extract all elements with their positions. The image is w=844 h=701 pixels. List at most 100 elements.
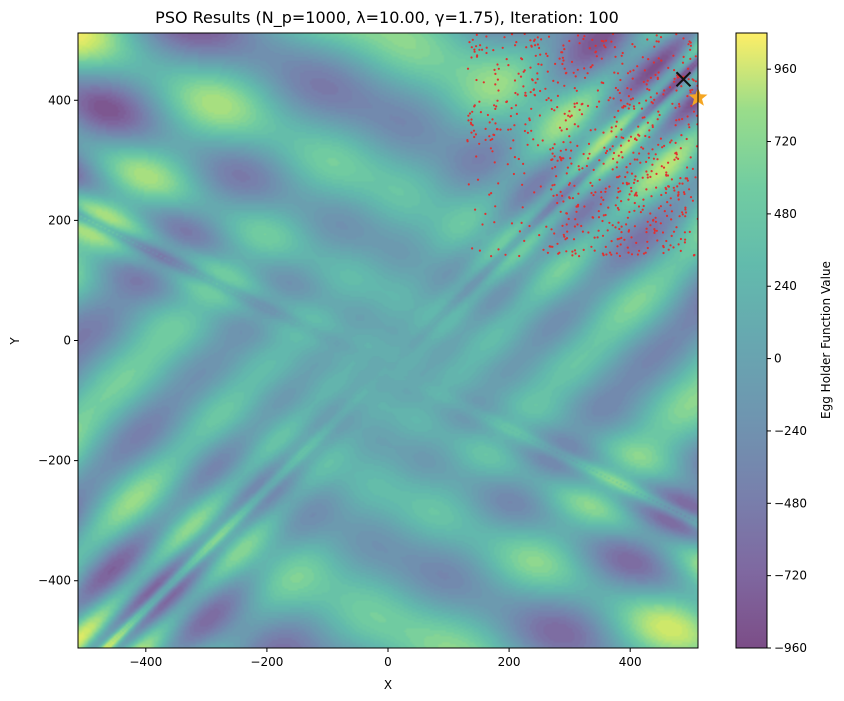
- particle-point: [522, 85, 525, 88]
- particle-point: [551, 245, 554, 248]
- particle-point: [534, 54, 537, 57]
- particle-point: [553, 183, 556, 186]
- particle-point: [614, 226, 617, 229]
- particle-point: [603, 44, 606, 47]
- particle-point: [630, 88, 633, 91]
- particle-point: [583, 67, 586, 70]
- particle-point: [594, 51, 597, 54]
- particle-point: [649, 224, 652, 227]
- particle-point: [689, 41, 692, 44]
- particle-point: [681, 213, 684, 216]
- particle-point: [522, 162, 525, 165]
- particle-point: [475, 33, 478, 37]
- particle-point: [588, 47, 591, 50]
- particle-point: [545, 98, 548, 102]
- particle-point: [547, 97, 550, 100]
- particle-point: [662, 93, 665, 96]
- particle-point: [528, 117, 531, 120]
- particle-point: [614, 125, 618, 128]
- particle-point: [678, 182, 681, 185]
- particle-point: [556, 242, 559, 245]
- particle-point: [597, 216, 601, 219]
- particle-point: [692, 110, 696, 113]
- particle-point: [493, 133, 496, 137]
- x-tick-label: 400: [619, 655, 642, 669]
- particle-point: [569, 157, 572, 160]
- particle-point: [650, 195, 653, 198]
- particle-point: [672, 54, 675, 57]
- particle-point: [630, 186, 633, 189]
- particle-point: [591, 64, 594, 67]
- particle-point: [516, 93, 519, 96]
- particle-point: [523, 129, 527, 133]
- particle-point: [636, 253, 640, 256]
- particle-point: [600, 196, 603, 199]
- particle-point: [577, 192, 580, 195]
- particle-point: [595, 55, 598, 58]
- particle-point: [569, 141, 572, 144]
- particle-point: [661, 231, 665, 234]
- particle-point: [550, 228, 553, 231]
- y-tick-label: 200: [48, 213, 71, 227]
- particle-point: [626, 102, 629, 105]
- particle-point: [594, 44, 597, 47]
- particle-point: [686, 115, 689, 118]
- particle-point: [587, 231, 590, 234]
- particle-point: [546, 251, 550, 254]
- particle-point: [616, 196, 619, 199]
- particle-point: [529, 66, 532, 69]
- particle-point: [475, 55, 479, 58]
- particle-point: [509, 115, 512, 118]
- particle-point: [524, 94, 528, 97]
- particle-point: [632, 105, 636, 108]
- particle-point: [655, 186, 658, 189]
- particle-point: [553, 155, 556, 158]
- particle-point: [680, 134, 683, 137]
- particle-point: [689, 89, 692, 92]
- particle-point: [670, 234, 673, 237]
- particle-point: [675, 89, 678, 92]
- particle-point: [665, 214, 669, 217]
- particle-point: [561, 224, 564, 227]
- particle-point: [674, 152, 677, 155]
- particle-point: [655, 34, 658, 37]
- particle-point: [481, 223, 484, 226]
- particle-point: [677, 157, 680, 160]
- particle-point: [596, 236, 599, 239]
- particle-point: [669, 197, 672, 200]
- particle-point: [687, 43, 690, 46]
- particle-point: [571, 254, 574, 257]
- particle-point: [558, 57, 561, 60]
- particle-point: [638, 134, 641, 137]
- particle-point: [589, 181, 592, 184]
- particle-point: [467, 183, 470, 186]
- particle-point: [657, 110, 660, 113]
- particle-point: [593, 249, 596, 252]
- particle-point: [573, 102, 576, 105]
- particle-point: [470, 56, 473, 59]
- particle-point: [620, 151, 623, 154]
- particle-point: [533, 38, 536, 41]
- particle-point: [515, 41, 518, 44]
- particle-point: [633, 194, 636, 197]
- particle-point: [649, 212, 652, 215]
- particle-point: [610, 126, 613, 129]
- particle-point: [631, 97, 635, 100]
- particle-point: [573, 249, 577, 252]
- particle-point: [532, 138, 535, 141]
- particle-point: [611, 168, 614, 171]
- particle-point: [605, 253, 608, 256]
- particle-point: [667, 185, 671, 188]
- particle-point: [689, 91, 692, 94]
- particle-point: [580, 113, 584, 116]
- particle-point: [565, 71, 568, 74]
- particle-point: [639, 211, 643, 214]
- particle-point: [489, 138, 492, 142]
- particle-point: [576, 144, 579, 147]
- colorbar-tick-label: −240: [774, 424, 807, 438]
- particle-point: [494, 83, 497, 86]
- particle-point: [536, 144, 540, 147]
- particle-point: [567, 114, 570, 117]
- particle-point: [643, 116, 646, 119]
- particle-point: [666, 174, 670, 177]
